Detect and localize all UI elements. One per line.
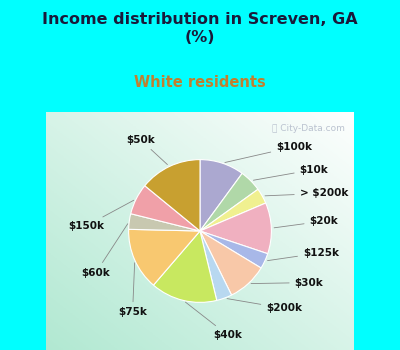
Wedge shape bbox=[200, 189, 266, 231]
Text: $150k: $150k bbox=[68, 200, 134, 231]
Text: $10k: $10k bbox=[254, 164, 328, 180]
Wedge shape bbox=[200, 173, 258, 231]
Wedge shape bbox=[200, 160, 242, 231]
Text: $30k: $30k bbox=[251, 278, 324, 288]
Text: ⓘ City-Data.com: ⓘ City-Data.com bbox=[272, 124, 344, 133]
Wedge shape bbox=[200, 231, 232, 300]
Text: $20k: $20k bbox=[274, 216, 338, 228]
Text: > $200k: > $200k bbox=[265, 188, 348, 198]
Text: Income distribution in Screven, GA
(%): Income distribution in Screven, GA (%) bbox=[42, 12, 358, 45]
Wedge shape bbox=[200, 203, 271, 254]
Wedge shape bbox=[129, 229, 200, 285]
Text: $125k: $125k bbox=[268, 248, 339, 261]
Text: $40k: $40k bbox=[186, 302, 242, 340]
Text: White residents: White residents bbox=[134, 75, 266, 90]
Wedge shape bbox=[131, 186, 200, 231]
Text: $50k: $50k bbox=[126, 135, 168, 164]
Wedge shape bbox=[154, 231, 217, 302]
Text: $100k: $100k bbox=[225, 142, 312, 162]
Wedge shape bbox=[129, 214, 200, 231]
Text: $60k: $60k bbox=[82, 224, 128, 278]
Wedge shape bbox=[145, 160, 200, 231]
Text: $75k: $75k bbox=[118, 263, 147, 317]
Wedge shape bbox=[200, 231, 268, 268]
Wedge shape bbox=[200, 231, 261, 295]
Text: $200k: $200k bbox=[227, 299, 302, 313]
